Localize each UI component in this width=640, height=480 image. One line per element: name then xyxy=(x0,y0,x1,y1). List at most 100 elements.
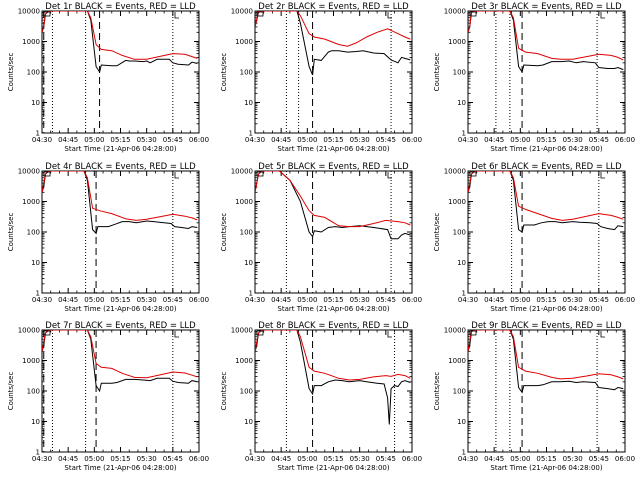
x-tick-label: 06:00 xyxy=(189,296,209,304)
y-axis: 1 10 100 1000 10000 xyxy=(444,327,625,457)
x-tick-label: 05:45 xyxy=(589,296,609,304)
y-tick-label: 1000 xyxy=(22,357,40,365)
y-axis-label: Counts/sec xyxy=(220,53,228,92)
x-tick-label: 04:45 xyxy=(58,455,78,463)
series-lld-line xyxy=(42,11,198,60)
x-tick-label: 06:00 xyxy=(615,136,635,144)
panel-1: Det 1r BLACK = Events, RED = LLD 1 10 100 10… xyxy=(7,2,209,153)
panel-title: Det 8r BLACK = Events, RED = LLD xyxy=(258,321,409,331)
y-tick-label: 1000 xyxy=(448,198,466,206)
y-axis-label: Counts/sec xyxy=(433,53,441,92)
y-tick-label: 1000 xyxy=(448,357,466,365)
series-lld-line xyxy=(255,171,411,228)
corner-mark-left xyxy=(256,171,264,177)
corner-mark-left xyxy=(256,330,264,336)
y-axis-label: Counts/sec xyxy=(220,213,228,252)
x-tick-label: 05:30 xyxy=(563,455,583,463)
series-events-line xyxy=(468,11,624,74)
y-tick-label: 1000 xyxy=(235,38,253,46)
y-tick-label: 1000 xyxy=(448,38,466,46)
x-tick-label: 05:30 xyxy=(350,455,370,463)
panel-title: Det 5r BLACK = Events, RED = LLD xyxy=(258,162,409,172)
x-tick-label: 05:45 xyxy=(376,296,396,304)
x-tick-label: 05:00 xyxy=(297,296,317,304)
y-tick-label: 1 xyxy=(462,290,466,298)
corner-mark-right xyxy=(174,331,179,338)
corner-mark-right xyxy=(600,12,605,19)
x-tick-label: 05:00 xyxy=(297,136,317,144)
series-events-line xyxy=(468,330,624,394)
x-tick-label: 05:15 xyxy=(536,455,556,463)
y-tick-label: 10 xyxy=(457,418,466,426)
x-tick-label: 06:00 xyxy=(189,455,209,463)
x-axis: 04:30 04:45 05:00 05:15 05:30 05:45 06:00 xyxy=(245,330,422,463)
x-tick-label: 05:45 xyxy=(589,455,609,463)
series-events-line xyxy=(255,11,411,76)
x-tick-label: 04:45 xyxy=(271,455,291,463)
y-axis-label: Counts/sec xyxy=(7,372,15,411)
x-tick-label: 05:00 xyxy=(510,455,530,463)
panel-title: Det 1r BLACK = Events, RED = LLD xyxy=(45,2,196,12)
y-tick-label: 1 xyxy=(36,290,40,298)
x-tick-label: 04:30 xyxy=(32,455,52,463)
x-axis: 04:30 04:45 05:00 05:15 05:30 05:45 06:00 xyxy=(458,171,635,304)
x-axis-label: Start Time (21-Apr-06 04:28:00) xyxy=(277,464,389,472)
y-tick-label: 1000 xyxy=(22,38,40,46)
y-tick-label: 10000 xyxy=(18,327,40,335)
y-tick-label: 10 xyxy=(31,418,40,426)
x-tick-label: 06:00 xyxy=(615,296,635,304)
plot-frame xyxy=(41,10,200,134)
x-axis: 04:30 04:45 05:00 05:15 05:30 05:45 06:00 xyxy=(32,171,209,304)
x-tick-label: 06:00 xyxy=(402,296,422,304)
series-lld-line xyxy=(468,11,624,61)
x-axis: 04:30 04:45 05:00 05:15 05:30 05:45 06:00 xyxy=(32,330,209,463)
corner-mark-right xyxy=(387,172,392,179)
x-tick-label: 05:30 xyxy=(137,136,157,144)
y-tick-label: 10 xyxy=(457,99,466,107)
x-axis-label: Start Time (21-Apr-06 04:28:00) xyxy=(490,145,602,153)
x-tick-label: 05:45 xyxy=(376,136,396,144)
y-tick-label: 1 xyxy=(249,290,253,298)
corner-mark-left xyxy=(43,171,51,177)
y-axis: 1 10 100 1000 10000 xyxy=(444,8,625,138)
panel-2: Det 2r BLACK = Events, RED = LLD 1 10 100 10… xyxy=(220,2,422,153)
x-tick-label: 05:15 xyxy=(323,136,343,144)
series-events-line xyxy=(42,11,198,74)
corner-mark-left xyxy=(43,330,51,336)
series-lld-line xyxy=(468,330,624,380)
y-axis-label: Counts/sec xyxy=(7,53,15,92)
plot-frame xyxy=(41,170,200,294)
x-tick-label: 04:30 xyxy=(458,136,478,144)
x-tick-label: 05:30 xyxy=(350,296,370,304)
x-tick-label: 05:00 xyxy=(510,296,530,304)
panel-6: Det 6r BLACK = Events, RED = LLD 1 10 100 10… xyxy=(433,162,635,313)
panel-title: Det 3r BLACK = Events, RED = LLD xyxy=(471,2,622,12)
panel-title: Det 2r BLACK = Events, RED = LLD xyxy=(258,2,409,12)
x-tick-label: 04:45 xyxy=(58,296,78,304)
x-tick-label: 05:15 xyxy=(323,455,343,463)
x-axis: 04:30 04:45 05:00 05:15 05:30 05:45 06:00 xyxy=(245,11,422,144)
y-axis: 1 10 100 1000 10000 xyxy=(18,8,199,138)
panel-3: Det 3r BLACK = Events, RED = LLD 1 10 100 10… xyxy=(433,2,635,153)
y-tick-label: 1 xyxy=(249,130,253,138)
x-tick-label: 05:00 xyxy=(297,455,317,463)
x-tick-label: 05:15 xyxy=(110,455,130,463)
corner-mark-right xyxy=(387,331,392,338)
x-tick-label: 05:30 xyxy=(350,136,370,144)
y-tick-label: 10000 xyxy=(18,168,40,176)
panel-4: Det 4r BLACK = Events, RED = LLD 1 10 100 10… xyxy=(7,162,209,313)
x-tick-label: 04:45 xyxy=(484,296,504,304)
y-tick-label: 1000 xyxy=(235,198,253,206)
x-tick-label: 04:45 xyxy=(271,296,291,304)
panel-title: Det 4r BLACK = Events, RED = LLD xyxy=(45,162,196,172)
series-events-line xyxy=(255,171,411,240)
x-tick-label: 06:00 xyxy=(615,455,635,463)
y-tick-label: 1000 xyxy=(235,357,253,365)
y-tick-label: 1 xyxy=(36,130,40,138)
x-axis: 04:30 04:45 05:00 05:15 05:30 05:45 06:00 xyxy=(458,11,635,144)
x-tick-label: 05:15 xyxy=(323,296,343,304)
plot-frame xyxy=(467,10,626,134)
x-tick-label: 04:30 xyxy=(32,296,52,304)
x-tick-label: 05:15 xyxy=(536,296,556,304)
